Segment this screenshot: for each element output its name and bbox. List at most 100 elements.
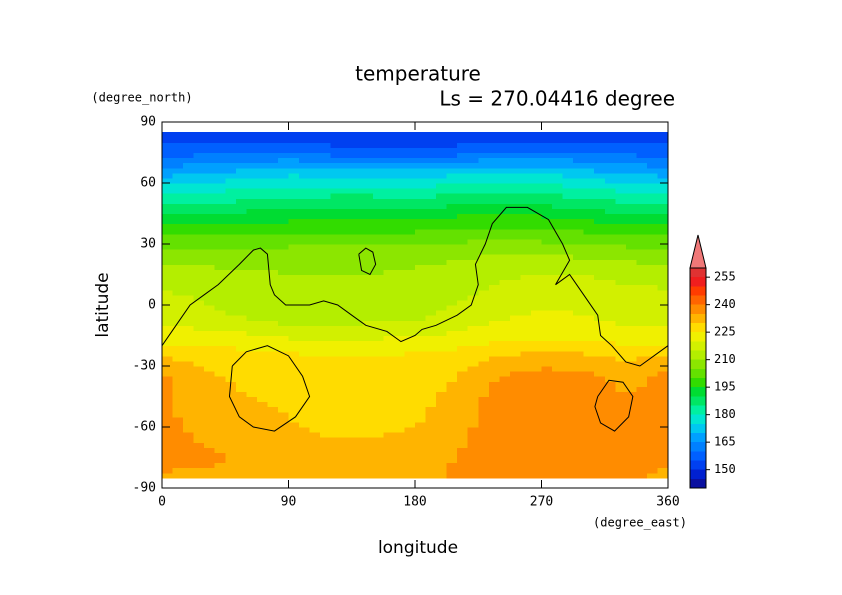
contour-cell xyxy=(362,472,374,479)
contour-cell xyxy=(625,193,637,199)
contour-cell xyxy=(225,401,237,408)
contour-cell xyxy=(214,264,226,270)
contour-cell xyxy=(436,406,448,413)
contour-cell xyxy=(646,249,658,255)
contour-cell xyxy=(214,228,226,235)
contour-cell xyxy=(520,132,532,138)
contour-cell xyxy=(362,396,374,403)
contour-cell xyxy=(562,299,574,306)
contour-cell xyxy=(267,432,279,438)
contour-cell xyxy=(583,193,595,199)
contour-cell xyxy=(351,264,363,270)
contour-cell xyxy=(267,371,279,377)
contour-cell xyxy=(415,350,427,357)
contour-cell xyxy=(277,132,289,138)
contour-cell xyxy=(552,315,564,321)
contour-cell xyxy=(446,366,458,372)
contour-cell xyxy=(467,381,479,387)
contour-cell xyxy=(372,274,384,281)
contour-cell xyxy=(562,305,574,311)
contour-cell xyxy=(573,289,585,296)
contour-cell xyxy=(478,386,490,392)
contour-cell xyxy=(383,274,395,281)
contour-cell xyxy=(393,269,405,275)
contour-cell xyxy=(520,157,532,164)
contour-cell xyxy=(225,137,237,143)
contour-cell xyxy=(499,371,511,377)
contour-cell xyxy=(467,213,479,220)
contour-cell xyxy=(446,381,458,387)
contour-cell xyxy=(172,228,184,235)
contour-cell xyxy=(383,203,395,209)
contour-cell xyxy=(246,299,258,306)
contour-cell xyxy=(214,447,226,453)
contour-cell xyxy=(646,350,658,357)
contour-cell xyxy=(309,355,321,362)
contour-cell xyxy=(372,259,384,265)
contour-cell xyxy=(425,305,437,311)
contour-cell xyxy=(204,457,216,464)
contour-cell xyxy=(330,386,342,392)
contour-cell xyxy=(425,472,437,479)
contour-cell xyxy=(436,335,448,342)
contour-cell xyxy=(288,269,300,275)
contour-cell xyxy=(488,350,500,357)
contour-cell xyxy=(604,350,616,357)
contour-cell xyxy=(351,421,363,428)
contour-cell xyxy=(583,132,595,138)
contour-cell xyxy=(235,269,247,275)
contour-cell xyxy=(383,381,395,387)
contour-cell xyxy=(246,233,258,240)
contour-cell xyxy=(499,137,511,143)
contour-cell xyxy=(583,330,595,336)
contour-cell xyxy=(193,355,205,362)
contour-cell xyxy=(488,437,500,443)
y-tick-label: -30 xyxy=(133,359,156,374)
contour-cell xyxy=(436,442,448,448)
contour-cell xyxy=(309,320,321,326)
contour-cell xyxy=(235,467,247,474)
contour-cell xyxy=(372,432,384,438)
contour-cell xyxy=(562,416,574,423)
contour-cell xyxy=(530,437,542,443)
contour-cell xyxy=(246,259,258,265)
contour-cell xyxy=(573,340,585,347)
contour-cell xyxy=(183,447,195,453)
contour-cell xyxy=(267,325,279,331)
contour-cell xyxy=(425,213,437,220)
contour-cell xyxy=(552,472,564,479)
contour-cell xyxy=(446,228,458,235)
contour-cell xyxy=(541,162,553,169)
contour-cell xyxy=(478,381,490,387)
contour-cell xyxy=(467,391,479,397)
contour-cell xyxy=(436,462,448,469)
contour-cell xyxy=(309,289,321,296)
contour-cell xyxy=(162,401,174,408)
contour-cell xyxy=(425,132,437,138)
contour-cell xyxy=(383,472,395,479)
contour-cell xyxy=(425,325,437,331)
contour-cell xyxy=(235,355,247,362)
y-tick-label: -60 xyxy=(133,420,156,435)
colorbar-box xyxy=(690,304,706,314)
contour-cell xyxy=(646,345,658,352)
contour-cell xyxy=(214,315,226,321)
contour-cell xyxy=(172,203,184,209)
contour-cell xyxy=(604,198,616,204)
contour-cell xyxy=(425,340,437,347)
contour-cell xyxy=(583,335,595,342)
contour-cell xyxy=(172,208,184,214)
contour-cell xyxy=(625,223,637,230)
contour-cell xyxy=(604,294,616,301)
contour-cell xyxy=(320,330,332,336)
contour-cell xyxy=(404,381,416,387)
contour-cell xyxy=(320,462,332,469)
contour-cell xyxy=(204,172,216,179)
contour-cell xyxy=(267,330,279,336)
contour-cell xyxy=(646,462,658,469)
contour-cell xyxy=(573,167,585,174)
contour-cell xyxy=(372,401,384,408)
contour-cell xyxy=(657,467,669,474)
contour-cell xyxy=(509,325,521,331)
contour-cell xyxy=(320,183,332,189)
